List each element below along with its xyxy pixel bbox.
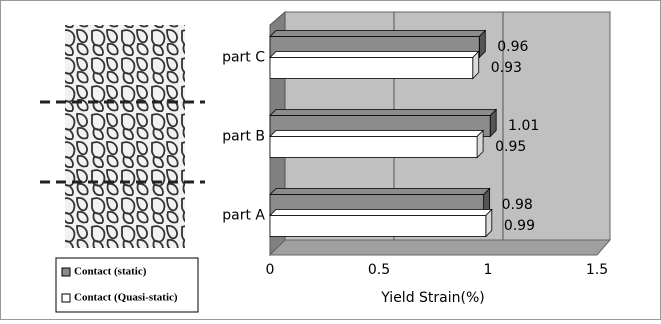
bar-top: [270, 210, 492, 216]
legend-swatch: [62, 268, 70, 276]
floor: [270, 240, 610, 255]
bar-top: [270, 189, 490, 195]
data-label: 0.96: [497, 39, 528, 55]
bar-top: [270, 52, 479, 58]
bar-top: [270, 31, 485, 37]
x-axis-title: Yield Strain(%): [380, 290, 484, 306]
x-tick-label: 1: [484, 262, 493, 278]
page: {"chart_data": {"type": "bar", "orientat…: [0, 0, 661, 324]
bar: [270, 58, 473, 79]
legend-label: Contact (static): [74, 266, 147, 278]
y-tick-label: part A: [222, 208, 265, 224]
legend: Contact (static) Contact (Quasi-static): [56, 258, 198, 312]
legend-label: Contact (Quasi-static): [74, 292, 178, 304]
data-label: 0.93: [491, 60, 522, 76]
data-label: 0.95: [495, 139, 526, 155]
bar-top: [270, 131, 483, 137]
legend-swatch: [62, 294, 70, 302]
y-tick-label: part B: [222, 129, 265, 145]
x-tick-label: 1.5: [586, 262, 608, 278]
data-label: 1.01: [508, 118, 539, 134]
x-tick-label: 0: [266, 262, 275, 278]
data-label: 0.99: [504, 218, 535, 234]
y-tick-label: part C: [222, 50, 265, 66]
chart: Yield Strain(%) Contact (static)Contact …: [0, 0, 661, 320]
x-tick-label: 0.5: [368, 262, 390, 278]
data-label: 0.98: [502, 197, 533, 213]
bar-top: [270, 110, 496, 116]
bar: [270, 216, 486, 237]
specimen-image: [65, 25, 185, 248]
bar: [270, 137, 477, 158]
